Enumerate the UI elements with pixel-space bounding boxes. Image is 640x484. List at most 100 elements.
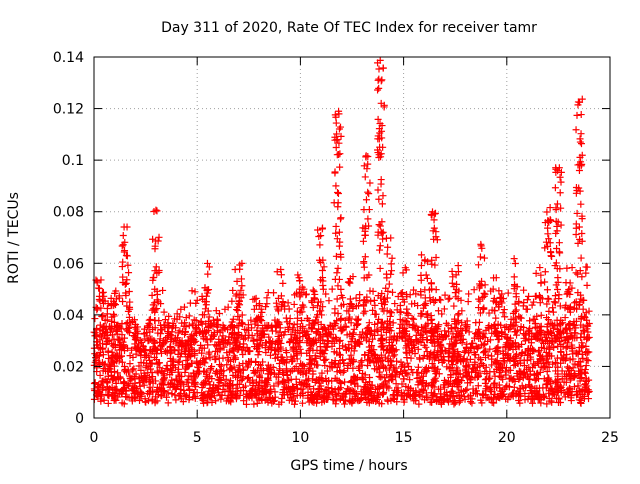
data-point <box>376 246 384 254</box>
data-point <box>519 384 527 392</box>
data-point <box>336 351 344 359</box>
data-point <box>371 365 379 373</box>
data-point <box>410 397 418 405</box>
data-point <box>124 324 132 332</box>
data-point <box>352 315 360 323</box>
data-point <box>562 279 570 287</box>
data-point <box>531 361 539 369</box>
data-point <box>217 395 225 403</box>
data-point <box>542 380 550 388</box>
data-point <box>502 364 510 372</box>
data-point <box>181 330 189 338</box>
data-point <box>373 326 381 334</box>
data-point <box>192 316 200 324</box>
data-point <box>238 259 246 267</box>
data-point <box>375 372 383 380</box>
data-point <box>95 284 103 292</box>
data-point <box>462 363 470 371</box>
data-point <box>378 76 386 84</box>
data-point <box>186 340 194 348</box>
data-point <box>388 254 396 262</box>
data-point <box>312 316 320 324</box>
data-point <box>213 342 221 350</box>
data-point <box>337 314 345 322</box>
data-point <box>334 189 342 197</box>
data-point <box>511 339 519 347</box>
data-point <box>398 380 406 388</box>
data-point <box>359 328 367 336</box>
data-point <box>545 235 553 243</box>
data-point <box>346 279 354 287</box>
data-point <box>204 289 212 297</box>
data-point <box>232 334 240 342</box>
data-point <box>526 324 534 332</box>
data-point <box>155 391 163 399</box>
data-point <box>486 345 494 353</box>
data-point <box>541 278 549 286</box>
data-point <box>527 355 535 363</box>
data-point <box>154 237 162 245</box>
data-point <box>412 290 420 298</box>
data-point <box>237 286 245 294</box>
data-point <box>447 373 455 381</box>
data-point <box>400 389 408 397</box>
data-point <box>165 322 173 330</box>
data-point <box>525 292 533 300</box>
data-point <box>415 354 423 362</box>
data-point <box>557 348 565 356</box>
data-point <box>515 343 523 351</box>
data-point <box>378 134 386 142</box>
y-tick-label: 0.06 <box>53 256 84 272</box>
data-point <box>577 130 585 138</box>
data-point <box>332 182 340 190</box>
data-point <box>512 306 520 314</box>
data-point <box>417 312 425 320</box>
data-point <box>316 241 324 249</box>
data-point <box>457 325 465 333</box>
data-point <box>245 373 253 381</box>
data-point <box>568 284 576 292</box>
data-point <box>353 376 361 384</box>
data-point <box>546 239 554 247</box>
data-point <box>221 305 229 313</box>
data-point <box>556 399 564 407</box>
data-point <box>450 302 458 310</box>
data-point <box>421 286 429 294</box>
data-point <box>331 168 339 176</box>
data-point <box>281 358 289 366</box>
data-point <box>352 339 360 347</box>
data-point <box>377 150 385 158</box>
data-point <box>487 287 495 295</box>
data-point <box>492 344 500 352</box>
data-point <box>150 207 158 215</box>
data-point <box>250 400 258 408</box>
data-point <box>352 294 360 302</box>
data-point <box>375 385 383 393</box>
data-point <box>107 301 115 309</box>
data-point <box>361 231 369 239</box>
data-point <box>551 292 559 300</box>
data-point <box>150 299 158 307</box>
data-point <box>541 337 549 345</box>
data-point <box>370 350 378 358</box>
data-point <box>516 399 524 407</box>
data-point <box>544 217 552 225</box>
data-point <box>544 230 552 238</box>
data-point <box>161 348 169 356</box>
data-point <box>252 294 260 302</box>
data-point <box>145 319 153 327</box>
y-axis-label: ROTI / TECUs <box>6 192 22 284</box>
data-point <box>462 386 470 394</box>
data-point <box>268 399 276 407</box>
data-point <box>572 224 580 232</box>
data-point <box>109 342 117 350</box>
data-point <box>522 305 530 313</box>
data-point <box>368 381 376 389</box>
data-point <box>501 313 509 321</box>
data-point <box>418 369 426 377</box>
data-point <box>430 355 438 363</box>
data-point <box>219 332 227 340</box>
data-point <box>263 365 271 373</box>
data-point <box>148 360 156 368</box>
